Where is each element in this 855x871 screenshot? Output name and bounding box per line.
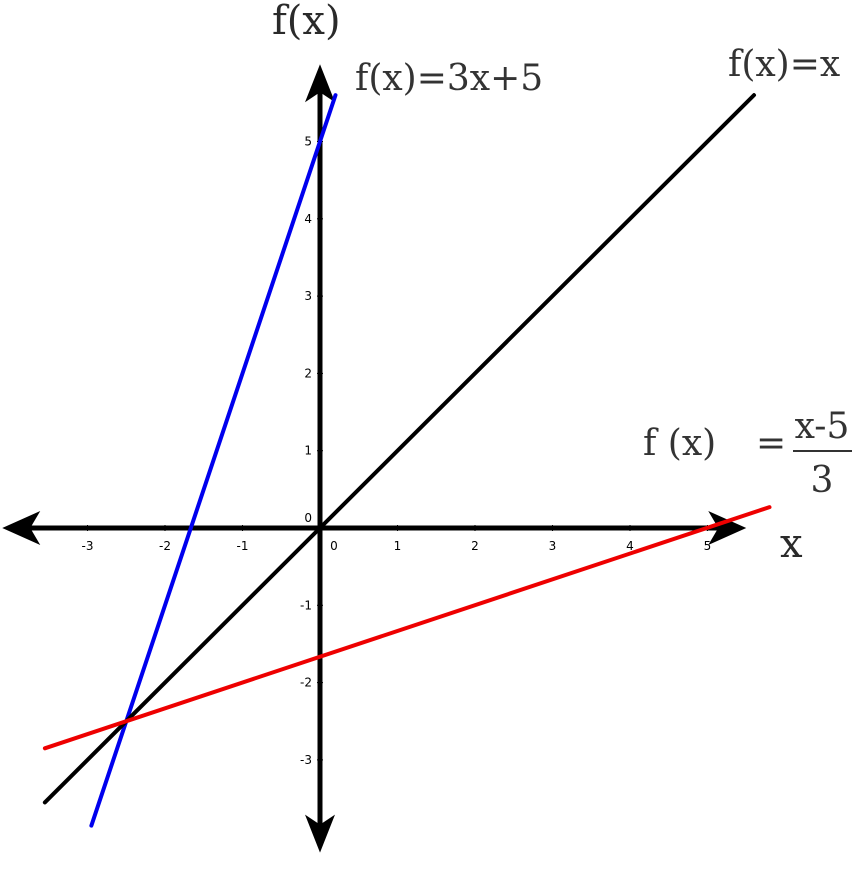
origin-label: 0 (304, 511, 312, 525)
y-tick-label: 2 (304, 366, 312, 380)
label-red-equals: = (756, 423, 786, 464)
x-tick-label: -1 (237, 539, 249, 553)
y-tick-label: -2 (300, 676, 312, 690)
y-tick-label: 4 (304, 212, 312, 226)
y-axis-label: f(x) (272, 0, 341, 44)
y-tick-label: 1 (304, 444, 312, 458)
x-tick-label: -3 (82, 539, 94, 553)
x-axis-arrow-left (2, 511, 41, 545)
line-red-inverse (42, 505, 772, 751)
tick-labels: -3 -2 -1 0 1 2 3 4 5 -3 -2 -1 1 2 3 4 5 0 (82, 135, 712, 767)
x-axis-label: x (780, 521, 803, 567)
x-tick-label: 2 (471, 539, 479, 553)
y-tick-label: -1 (300, 598, 312, 612)
label-blue-line: f(x)=3x+5 (355, 58, 543, 99)
label-red-lhs: f (x) (643, 423, 716, 464)
x-tick-label: 4 (626, 539, 634, 553)
y-axis-arrow-bottom (305, 814, 335, 853)
line-black-identity (42, 93, 756, 805)
x-tick-label: -2 (159, 539, 171, 553)
y-tick-label: 5 (304, 135, 312, 149)
y-tick-label: 3 (304, 289, 312, 303)
y-tick-label: -3 (300, 753, 312, 767)
label-red-denominator: 3 (811, 460, 834, 501)
x-tick-label: 3 (549, 539, 557, 553)
label-red-line: f (x) = x-5 3 (643, 406, 852, 501)
x-tick-label: 0 (330, 539, 338, 553)
label-black-line: f(x)=x (728, 44, 840, 85)
label-red-numerator: x-5 (795, 406, 850, 447)
axes (2, 64, 747, 853)
x-tick-label: 1 (394, 539, 402, 553)
x-tick-label: 5 (704, 539, 712, 553)
x-axis-arrow-right (708, 511, 747, 545)
line-blue-3x-plus-5 (89, 93, 338, 828)
series-lines (42, 93, 772, 828)
y-axis-arrow-top (305, 64, 335, 103)
